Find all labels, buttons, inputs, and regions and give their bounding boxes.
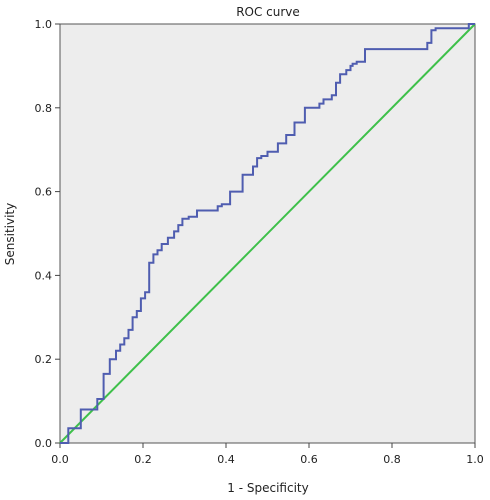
- roc-curve-line: [60, 23, 475, 444]
- x-tick-label: 1.0: [466, 453, 484, 466]
- y-axis: 0.0 0.2 0.4 0.6 0.8 1.0: [35, 18, 60, 450]
- x-axis-label: 1 - Specificity: [227, 481, 308, 495]
- y-tick-label: 0.0: [35, 437, 53, 450]
- y-tick-label: 0.8: [35, 102, 53, 115]
- x-tick-label: 0.4: [217, 453, 235, 466]
- y-tick-label: 0.6: [35, 186, 53, 199]
- reference-line: [59, 23, 476, 444]
- x-axis: 0.0 0.2 0.4 0.6 0.8 1.0: [51, 443, 484, 466]
- y-axis-label: Sensitivity: [3, 203, 17, 265]
- x-tick-label: 0.6: [300, 453, 318, 466]
- y-tick-label: 1.0: [35, 18, 53, 31]
- x-tick-label: 0.2: [134, 453, 152, 466]
- y-tick-label: 0.4: [35, 269, 53, 282]
- y-tick-label: 0.2: [35, 353, 53, 366]
- x-tick-label: 0.8: [383, 453, 401, 466]
- chart-title: ROC curve: [236, 5, 300, 19]
- x-tick-label: 0.0: [51, 453, 69, 466]
